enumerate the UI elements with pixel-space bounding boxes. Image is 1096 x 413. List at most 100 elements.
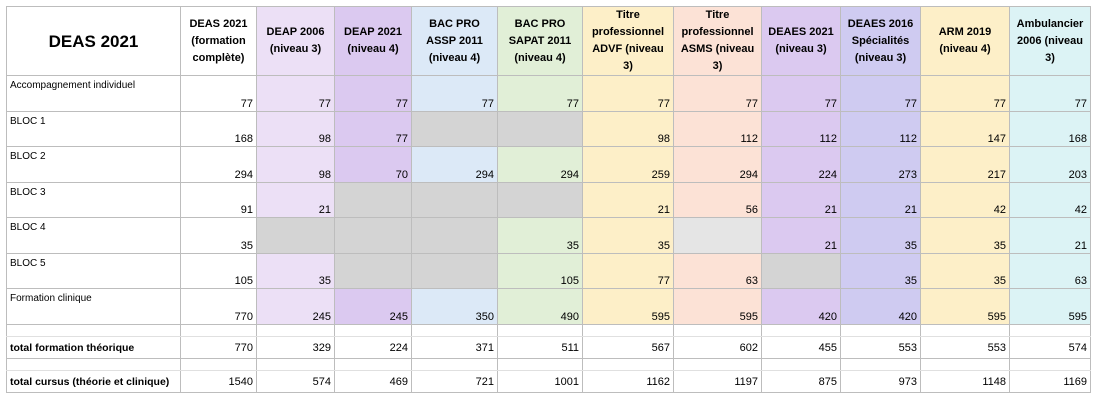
table-cell: 77 [1009, 75, 1091, 112]
row-label: total formation théorique [6, 336, 181, 359]
table-cell: 1162 [582, 370, 674, 393]
table-cell: 574 [256, 370, 335, 393]
row-label: BLOC 3 [6, 182, 181, 218]
table-cell: 112 [840, 111, 921, 147]
column-header: BAC PRO SAPAT 2011 (niveau 4) [497, 6, 583, 76]
spacer-cell [497, 324, 583, 337]
table-cell: 371 [411, 336, 498, 359]
column-header: Titre professionnel ASMS (niveau 3) [673, 6, 762, 76]
table-cell: 21 [582, 182, 674, 218]
column-header: DEAP 2006 (niveau 3) [256, 6, 335, 76]
table-cell: 35 [180, 217, 257, 254]
column-header: Ambulancier 2006 (niveau 3) [1009, 6, 1091, 76]
table-cell: 98 [256, 146, 335, 183]
table-cell: 595 [582, 288, 674, 325]
row-label: Formation clinique [6, 288, 181, 325]
table-cell: 56 [673, 182, 762, 218]
table-cell: 70 [334, 146, 412, 183]
table-cell: 602 [673, 336, 762, 359]
spacer-cell [920, 324, 1010, 337]
table-row: BLOC 3 91 21 21 56 21 21 42 42 [6, 182, 1091, 218]
table-cell: 721 [411, 370, 498, 393]
table-cell: 273 [840, 146, 921, 183]
table-cell: 98 [256, 111, 335, 147]
table-cell: 77 [256, 75, 335, 112]
table-cell: 21 [761, 217, 841, 254]
table-cell: 77 [497, 75, 583, 112]
table-cell: 77 [180, 75, 257, 112]
table-cell: 42 [1009, 182, 1091, 218]
table-cell: 511 [497, 336, 583, 359]
table-cell: 63 [673, 253, 762, 289]
table-cell: 21 [256, 182, 335, 218]
table-cell: 595 [1009, 288, 1091, 325]
table-cell: 77 [582, 253, 674, 289]
table-cell: 259 [582, 146, 674, 183]
table-cell [497, 182, 583, 218]
table-cell: 455 [761, 336, 841, 359]
column-header: Titre professionnel ADVF (niveau 3) [582, 6, 674, 76]
spacer-cell [334, 324, 412, 337]
table-cell: 567 [582, 336, 674, 359]
table-cell: 77 [411, 75, 498, 112]
spacer-cell [1009, 358, 1091, 371]
spacer-cell [411, 358, 498, 371]
spacer-cell [411, 324, 498, 337]
table-cell: 420 [761, 288, 841, 325]
table-cell: 105 [180, 253, 257, 289]
table-cell: 168 [1009, 111, 1091, 147]
table-cell: 203 [1009, 146, 1091, 183]
table-cell: 553 [920, 336, 1010, 359]
table-title: DEAS 2021 [6, 6, 181, 76]
spacer-cell [761, 324, 841, 337]
table-cell: 1197 [673, 370, 762, 393]
column-header: DEAP 2021 (niveau 4) [334, 6, 412, 76]
table-cell: 469 [334, 370, 412, 393]
training-hours-table: DEAS 2021 DEAS 2021 (formation complète) D… [6, 6, 1091, 393]
table-cell [411, 253, 498, 289]
table-cell: 77 [334, 111, 412, 147]
spacer-cell [256, 324, 335, 337]
table-cell: 35 [920, 217, 1010, 254]
table-cell: 63 [1009, 253, 1091, 289]
spacer-cell [6, 358, 181, 371]
table-cell: 77 [761, 75, 841, 112]
table-cell: 245 [256, 288, 335, 325]
table-cell: 294 [411, 146, 498, 183]
table-cell [411, 217, 498, 254]
table-row: Accompagnement individuel 77 77 77 77 77 77 77 7… [6, 75, 1091, 112]
table-cell: 168 [180, 111, 257, 147]
table-cell: 224 [334, 336, 412, 359]
table-cell: 35 [840, 217, 921, 254]
table-cell: 595 [920, 288, 1010, 325]
spacer-cell [582, 324, 674, 337]
table-cell: 77 [673, 75, 762, 112]
row-label: BLOC 4 [6, 217, 181, 254]
table-cell [497, 111, 583, 147]
table-cell: 875 [761, 370, 841, 393]
table-cell: 574 [1009, 336, 1091, 359]
spacer-cell [6, 324, 181, 337]
table-cell [334, 217, 412, 254]
spacer-cell [180, 324, 257, 337]
spacer-cell [180, 358, 257, 371]
row-label: BLOC 5 [6, 253, 181, 289]
table-cell: 770 [180, 336, 257, 359]
table-cell [334, 182, 412, 218]
table-cell: 294 [673, 146, 762, 183]
column-header: ARM 2019 (niveau 4) [920, 6, 1010, 76]
table-cell: 973 [840, 370, 921, 393]
column-header: BAC PRO ASSP 2011 (niveau 4) [411, 6, 498, 76]
table-cell: 77 [582, 75, 674, 112]
table-cell: 1540 [180, 370, 257, 393]
table-cell: 1001 [497, 370, 583, 393]
spacer-cell [1009, 324, 1091, 337]
total-theorique-row: total formation théorique 770 329 224 371 511… [6, 336, 1091, 359]
table-cell: 35 [920, 253, 1010, 289]
table-cell: 1148 [920, 370, 1010, 393]
table-cell: 490 [497, 288, 583, 325]
table-cell [256, 217, 335, 254]
column-header: DEAES 2016 Spécialités (niveau 3) [840, 6, 921, 76]
table-cell: 77 [840, 75, 921, 112]
table-cell: 350 [411, 288, 498, 325]
